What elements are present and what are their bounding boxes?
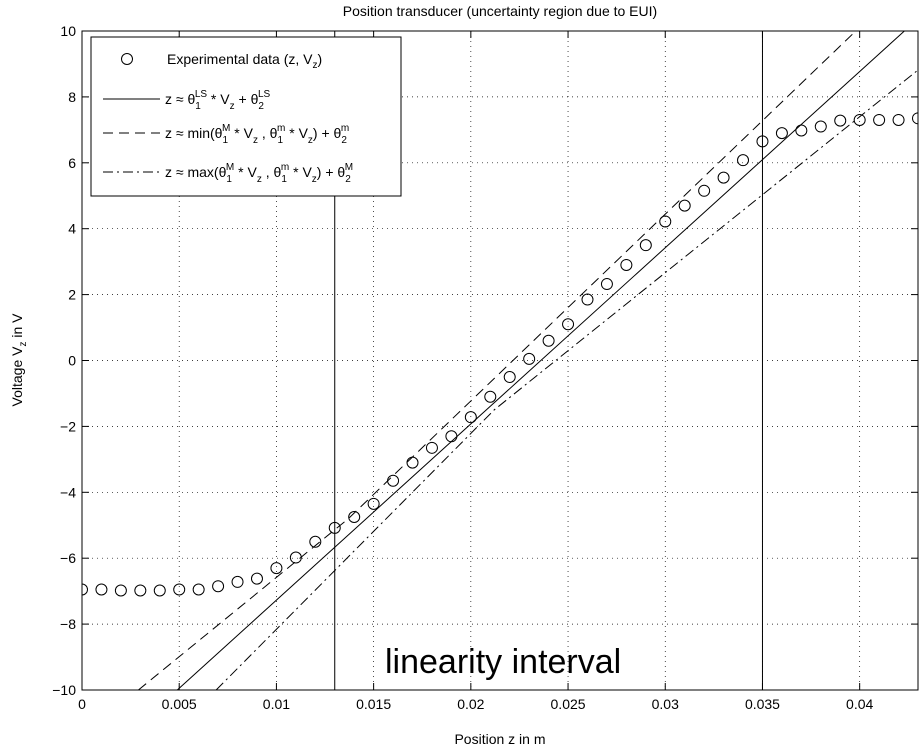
x-tick-label: 0 xyxy=(78,696,86,712)
data-point xyxy=(348,511,361,524)
data-point xyxy=(82,583,88,596)
data-point xyxy=(620,258,633,271)
data-point xyxy=(542,334,555,347)
data-point xyxy=(425,441,438,454)
data-point xyxy=(503,370,516,383)
data-point xyxy=(192,583,205,596)
legend-label-max: z ≈ max(θ1M * Vz , θ1m * Vz) + θ2M xyxy=(165,162,353,185)
linearity-interval-annotation: linearity interval xyxy=(385,643,621,681)
y-tick-label: 4 xyxy=(68,221,76,237)
legend-label-min: z ≈ min(θ1M * Vz , θ1m * Vz) + θ2m xyxy=(165,123,349,146)
data-point xyxy=(639,239,652,252)
data-point xyxy=(581,293,594,306)
data-point xyxy=(600,278,613,291)
y-tick-label: 6 xyxy=(68,155,76,171)
data-point xyxy=(114,584,127,597)
data-point xyxy=(659,215,672,228)
fit-line-max xyxy=(215,69,918,690)
data-point xyxy=(153,584,166,597)
x-tick-label: 0.03 xyxy=(652,696,679,712)
data-point xyxy=(328,521,341,534)
data-point xyxy=(737,154,750,167)
data-point xyxy=(464,411,477,424)
x-tick-label: 0.035 xyxy=(745,696,780,712)
y-tick-label: −10 xyxy=(52,682,76,698)
data-point xyxy=(717,171,730,184)
data-point xyxy=(892,113,905,126)
data-point xyxy=(484,390,497,403)
data-point xyxy=(134,584,147,597)
tick-labels: 0 0.005 0.01 0.015 0.02 0.025 0.03 0.035 0.04 −10… xyxy=(52,23,873,712)
data-point xyxy=(912,112,918,125)
data-point xyxy=(231,575,244,588)
data-point xyxy=(270,562,283,575)
x-tick-label: 0.04 xyxy=(846,696,873,712)
data-point xyxy=(95,583,108,596)
y-tick-label: −6 xyxy=(60,550,76,566)
data-point xyxy=(173,583,186,596)
x-tick-label: 0.025 xyxy=(551,696,586,712)
data-point xyxy=(562,318,575,331)
data-point xyxy=(698,184,711,197)
x-tick-label: 0.02 xyxy=(457,696,484,712)
data-point xyxy=(250,572,263,585)
legend-label-least-squares: z ≈ θ1LS * Vz + θ2LS xyxy=(165,89,270,112)
x-axis-label: Position z in m xyxy=(454,731,545,747)
data-point xyxy=(834,114,847,127)
y-tick-label: 8 xyxy=(68,89,76,105)
y-tick-label: 10 xyxy=(60,23,76,39)
data-point xyxy=(309,535,322,548)
y-tick-label: 2 xyxy=(68,287,76,303)
data-point xyxy=(523,352,536,365)
fit-line-least-squares xyxy=(176,31,905,690)
y-tick-label: −4 xyxy=(60,484,76,500)
data-point xyxy=(814,120,827,133)
y-tick-label: −8 xyxy=(60,616,76,632)
x-tick-label: 0.015 xyxy=(356,696,391,712)
data-point xyxy=(853,113,866,126)
data-point xyxy=(678,199,691,212)
chart-title: Position transducer (uncertainty region … xyxy=(343,3,657,19)
data-point xyxy=(756,135,769,148)
legend-marker-data xyxy=(121,53,133,65)
legend-label-data: Experimental data (z, Vz) xyxy=(167,51,322,71)
y-tick-label: 0 xyxy=(68,353,76,369)
y-axis-label: Voltage Vz in V xyxy=(9,313,29,407)
axes xyxy=(81,30,919,691)
x-tick-label: 0.01 xyxy=(263,696,290,712)
fit-line-min xyxy=(138,31,857,690)
legend: Experimental data (z, Vz) z ≈ θ1LS * Vz … xyxy=(90,36,402,197)
data-point xyxy=(873,113,886,126)
legend-box xyxy=(90,36,402,197)
y-tick-label: −2 xyxy=(60,418,76,434)
x-tick-label: 0.005 xyxy=(162,696,197,712)
data-point xyxy=(367,497,380,510)
data-point xyxy=(212,580,225,593)
data-point xyxy=(775,127,788,140)
